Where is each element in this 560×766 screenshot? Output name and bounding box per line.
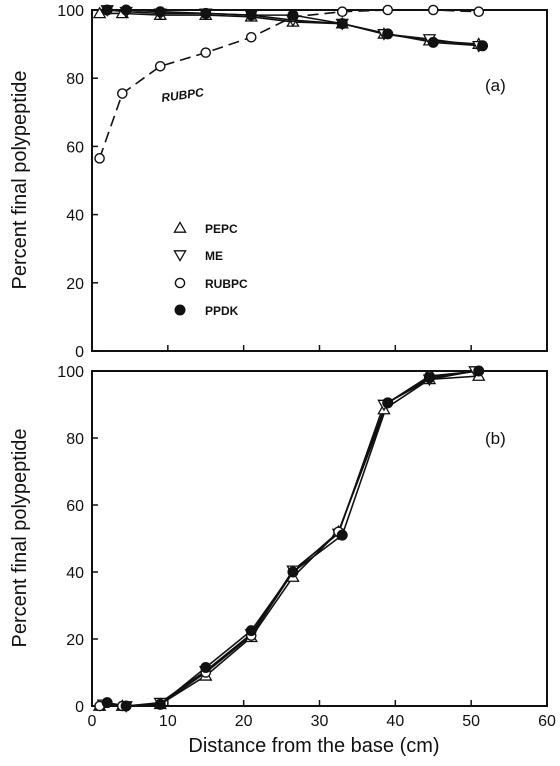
- panel-a-point-rubpc: [473, 6, 485, 18]
- panel-a-y-axis-label: Percent final polypeptide: [9, 70, 31, 289]
- panel-b-series-line-me: [103, 370, 476, 707]
- panel-a-point-rubpc: [382, 4, 394, 16]
- panel-b-x-tick-label: 60: [538, 713, 556, 730]
- panel-a-y-tick-label: 60: [66, 139, 84, 156]
- panel-b-y-tick-label: 0: [75, 699, 84, 716]
- panel-b-x-tick-label: 50: [462, 713, 480, 730]
- panel-b-x-tick-label: 30: [311, 713, 329, 730]
- legend-marker-pepc: [173, 221, 187, 233]
- rubpc-annotation: RUBPC: [160, 85, 205, 105]
- panel-b-point-ppdk: [200, 661, 212, 673]
- panel-b-series-line-pepc: [99, 375, 479, 707]
- panel-a-point-ppdk: [200, 7, 212, 19]
- panel-b-series-line-ppdk: [107, 370, 479, 707]
- legend: PEPC ME RUBPC PPDK: [173, 221, 248, 318]
- panel-b-y-tick-label: 80: [66, 431, 84, 448]
- panel-b-point-ppdk: [245, 625, 257, 637]
- legend-item-pepc: PEPC: [173, 221, 238, 236]
- panel-a-y-tick-label: 0: [75, 344, 84, 361]
- panel-a-point-rubpc: [117, 88, 128, 99]
- panel-b-y-tick-label: 40: [66, 565, 84, 582]
- panel-b-y-tick-label: 60: [66, 498, 84, 515]
- legend-symbol-ppdk: [174, 304, 186, 316]
- panel-a-point-rubpc: [154, 60, 166, 72]
- panel-b-x-axis: 0 10 20 30 40 50 60: [88, 700, 556, 730]
- panel-b-x-tick-label: 20: [235, 713, 253, 730]
- panel-a-y-axis: 0 20 40 60 80 100: [57, 3, 472, 361]
- panel-b-y-tick-label: 20: [66, 632, 84, 649]
- panel-a-y-tick-label: 80: [66, 71, 84, 88]
- panel-a-point-ppdk: [101, 4, 113, 16]
- panel-b-x-tick-label: 10: [159, 713, 177, 730]
- panel-a-point-ppdk: [287, 9, 299, 21]
- panel-b-point-ppdk: [423, 372, 435, 384]
- panel-b-x-tick-label: 40: [386, 713, 404, 730]
- panel-a-point-ppdk: [245, 9, 257, 21]
- panel-b-y-axis: 0 20 40 60 80 100: [57, 364, 98, 716]
- panel-b-point-ppdk: [336, 529, 348, 541]
- panel-a-series-line-ppdk: [107, 9, 483, 47]
- panel-b-point-ppdk: [382, 397, 394, 409]
- panel-a: 0 20 40 60 80 100 Percent final polypeptide (…: [9, 3, 548, 361]
- panel-b-y-tick-label: 100: [57, 364, 84, 381]
- panel-b-label: (b): [485, 429, 506, 448]
- panel-a-point-rubpc: [200, 47, 212, 58]
- panel-b: 0 20 40 60 80 100 0 10 20 30 40 50 60 Percent final…: [9, 364, 556, 757]
- panel-a-series-line-rubpc: [98, 9, 479, 159]
- panel-b-point-ppdk: [473, 365, 485, 377]
- panel-a-point-rubpc: [94, 153, 105, 164]
- panel-a-point-rubpc: [427, 4, 439, 16]
- panel-a-y-tick-label: 40: [66, 208, 84, 225]
- legend-label-ppdk: PPDK: [205, 304, 239, 318]
- legend-marker-rubpc: [174, 277, 186, 289]
- panel-a-point-ppdk: [477, 40, 489, 52]
- legend-symbol-pepc: [173, 221, 187, 233]
- legend-label-me: ME: [205, 249, 223, 263]
- panel-b-series-line-rubpc: [99, 370, 479, 707]
- panel-a-point-ppdk: [154, 6, 166, 18]
- panel-a-point-ppdk: [120, 4, 132, 16]
- panel-b-point-ppdk: [154, 698, 166, 710]
- panel-a-series-line-me: [107, 9, 479, 47]
- panel-a-y-tick-label: 100: [57, 3, 84, 20]
- legend-item-me: ME: [173, 249, 223, 263]
- panel-a-point-rubpc: [336, 6, 348, 18]
- panel-a-point-rubpc: [245, 31, 257, 43]
- panel-b-x-axis-label: Distance from the base (cm): [188, 735, 439, 757]
- panel-a-point-ppdk: [427, 36, 439, 48]
- panel-b-series: [92, 365, 486, 713]
- panel-b-point-ppdk: [120, 700, 132, 712]
- panel-a-point-ppdk: [382, 28, 394, 40]
- panel-a-series: [92, 4, 489, 164]
- legend-marker-me: [173, 250, 187, 262]
- legend-symbol-me: [173, 250, 187, 262]
- legend-label-rubpc: RUBPC: [205, 277, 248, 291]
- legend-item-rubpc: RUBPC: [174, 277, 248, 291]
- legend-marker-ppdk: [174, 304, 186, 316]
- panel-b-x-tick-label: 0: [88, 713, 97, 730]
- legend-item-ppdk: PPDK: [174, 304, 239, 318]
- panel-b-frame: [91, 370, 548, 707]
- legend-symbol-rubpc: [174, 277, 186, 289]
- panel-a-y-tick-label: 20: [66, 276, 84, 293]
- panel-b-point-ppdk: [101, 697, 113, 709]
- panel-b-y-axis-label: Percent final polypeptide: [9, 428, 31, 647]
- panel-a-point-ppdk: [336, 18, 348, 30]
- panel-b-point-ppdk: [287, 566, 299, 578]
- panel-a-label: (a): [485, 76, 506, 95]
- legend-label-pepc: PEPC: [205, 222, 238, 236]
